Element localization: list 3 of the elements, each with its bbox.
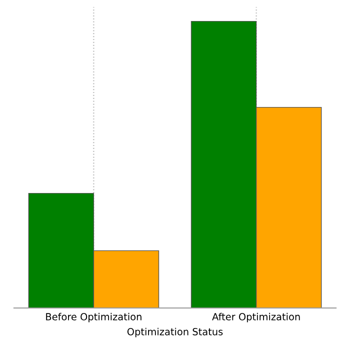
x-axis-title: Optimization Status — [127, 328, 223, 338]
x-tick-label: Before Optimization — [46, 312, 142, 322]
x-tick-label: After Optimization — [212, 312, 300, 322]
